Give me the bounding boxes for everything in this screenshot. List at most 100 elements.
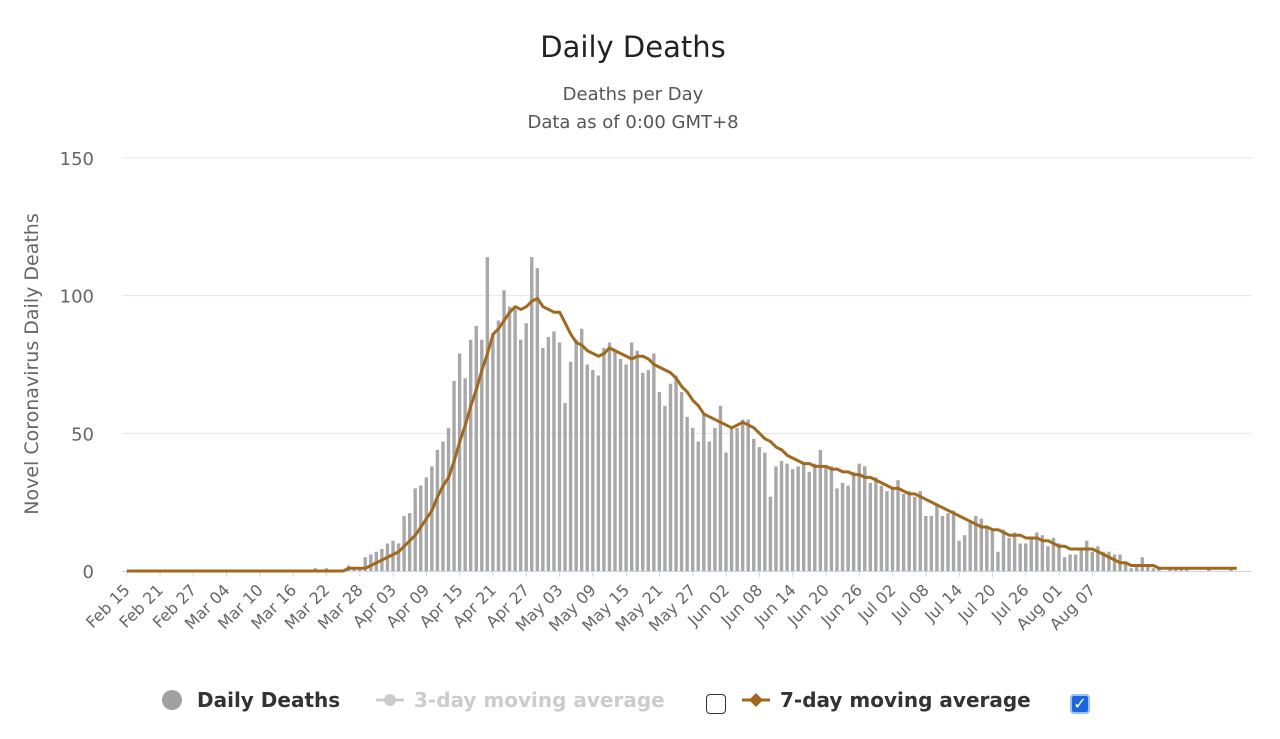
ma7-toggle-checkbox[interactable]: ✓ [1070,694,1090,714]
daily-deaths-bar[interactable] [707,441,712,571]
daily-deaths-bar[interactable] [496,320,501,571]
ma7-line-group[interactable] [126,296,1237,573]
daily-deaths-bar[interactable] [990,529,995,571]
daily-deaths-bar[interactable] [618,358,623,571]
daily-deaths-bar[interactable] [1035,532,1039,571]
daily-deaths-bar[interactable] [396,543,401,571]
daily-deaths-bar[interactable] [1151,568,1156,571]
daily-deaths-bar[interactable] [968,521,972,571]
daily-deaths-bar[interactable] [946,513,950,571]
daily-deaths-bars[interactable] [313,257,1233,572]
daily-deaths-bar[interactable] [441,441,445,571]
daily-deaths-bar[interactable] [874,477,878,571]
daily-deaths-bar[interactable] [1007,537,1011,571]
daily-deaths-bar[interactable] [757,447,761,571]
daily-deaths-bar[interactable] [840,482,845,571]
daily-deaths-bar[interactable] [574,339,578,571]
daily-deaths-bar[interactable] [962,535,967,571]
daily-deaths-bar[interactable] [452,381,456,571]
daily-deaths-bar[interactable] [935,504,939,571]
daily-deaths-bar[interactable] [918,491,922,571]
daily-deaths-bar[interactable] [552,331,556,571]
daily-deaths-bar[interactable] [985,526,989,571]
daily-deaths-bar[interactable] [879,485,884,571]
daily-deaths-bar[interactable] [768,496,773,571]
daily-deaths-bar[interactable] [1079,548,1083,571]
daily-deaths-bar[interactable] [868,482,872,571]
daily-deaths-bar[interactable] [1129,568,1133,571]
daily-deaths-bar[interactable] [790,469,795,571]
daily-deaths-bar[interactable] [851,471,856,571]
daily-deaths-bar[interactable] [890,488,895,571]
daily-deaths-bar[interactable] [896,480,900,571]
daily-deaths-bar[interactable] [557,342,562,571]
daily-deaths-bar[interactable] [546,336,551,571]
daily-deaths-bar[interactable] [835,488,839,571]
daily-deaths-bar[interactable] [657,392,662,571]
daily-deaths-bar[interactable] [1024,543,1028,571]
daily-deaths-bar[interactable] [596,375,601,571]
daily-deaths-bar[interactable] [469,339,473,571]
daily-deaths-bar[interactable] [663,405,667,571]
daily-deaths-bar[interactable] [924,515,928,571]
daily-deaths-bar[interactable] [480,339,484,571]
daily-deaths-bar[interactable] [585,364,589,572]
daily-deaths-bar[interactable] [763,452,767,571]
daily-deaths-bar[interactable] [696,441,700,571]
daily-deaths-bar[interactable] [713,427,717,571]
daily-deaths-bar[interactable] [724,452,728,571]
daily-deaths-bar[interactable] [1012,532,1017,571]
daily-deaths-bar[interactable] [779,460,784,571]
daily-deaths-bar[interactable] [424,477,428,571]
daily-deaths-bar[interactable] [979,518,983,571]
daily-deaths-bar[interactable] [1057,543,1061,571]
daily-deaths-bar[interactable] [1018,543,1022,571]
daily-deaths-bar[interactable] [524,323,528,571]
daily-deaths-bar[interactable] [1046,546,1050,571]
daily-deaths-bar[interactable] [1029,537,1033,571]
daily-deaths-bar[interactable] [735,427,739,571]
daily-deaths-bar[interactable] [957,540,961,571]
legend-3day-ma[interactable]: 3-day moving average [374,682,665,718]
daily-deaths-bar[interactable] [685,416,689,571]
daily-deaths-bar[interactable] [674,375,678,571]
daily-deaths-bar[interactable] [951,510,956,571]
daily-deaths-bar[interactable] [1107,551,1111,571]
daily-deaths-bar[interactable] [702,414,706,571]
daily-deaths-bar[interactable] [1073,554,1078,571]
daily-deaths-bar[interactable] [746,419,750,571]
daily-deaths-bar[interactable] [940,515,945,571]
daily-deaths-bar[interactable] [580,328,584,571]
daily-deaths-bar[interactable] [774,466,778,571]
daily-deaths-bar[interactable] [563,403,567,571]
daily-deaths-bar[interactable] [974,515,978,571]
daily-deaths-bar[interactable] [502,290,506,571]
daily-deaths-bar[interactable] [369,554,373,571]
daily-deaths-bar[interactable] [541,347,545,571]
daily-deaths-bar[interactable] [402,515,406,571]
daily-deaths-bar[interactable] [807,471,811,571]
daily-deaths-bar[interactable] [729,427,734,571]
daily-deaths-bar[interactable] [646,370,650,571]
daily-deaths-bar[interactable] [1090,551,1094,571]
daily-deaths-bar[interactable] [679,392,684,571]
daily-deaths-bar[interactable] [457,353,462,571]
daily-deaths-bar[interactable] [641,372,645,571]
daily-deaths-bar[interactable] [1051,537,1056,571]
legend-daily-deaths[interactable]: Daily Deaths [161,682,340,718]
daily-deaths-bar[interactable] [863,466,867,571]
daily-deaths-bar[interactable] [485,257,490,571]
daily-deaths-bar[interactable] [1112,554,1117,571]
daily-deaths-bar[interactable] [1085,540,1089,571]
legend-7day-ma[interactable]: 7-day moving average [740,682,1031,718]
daily-deaths-bar[interactable] [752,438,756,571]
daily-deaths-bar[interactable] [907,491,911,571]
daily-deaths-bar[interactable] [1068,554,1072,571]
daily-deaths-bar[interactable] [818,449,823,571]
daily-deaths-bar[interactable] [430,466,434,571]
daily-deaths-bar[interactable] [885,491,889,571]
daily-deaths-bar[interactable] [1040,535,1045,571]
daily-deaths-bar[interactable] [635,350,639,571]
daily-deaths-bar[interactable] [591,370,595,571]
daily-deaths-bar[interactable] [652,353,656,571]
